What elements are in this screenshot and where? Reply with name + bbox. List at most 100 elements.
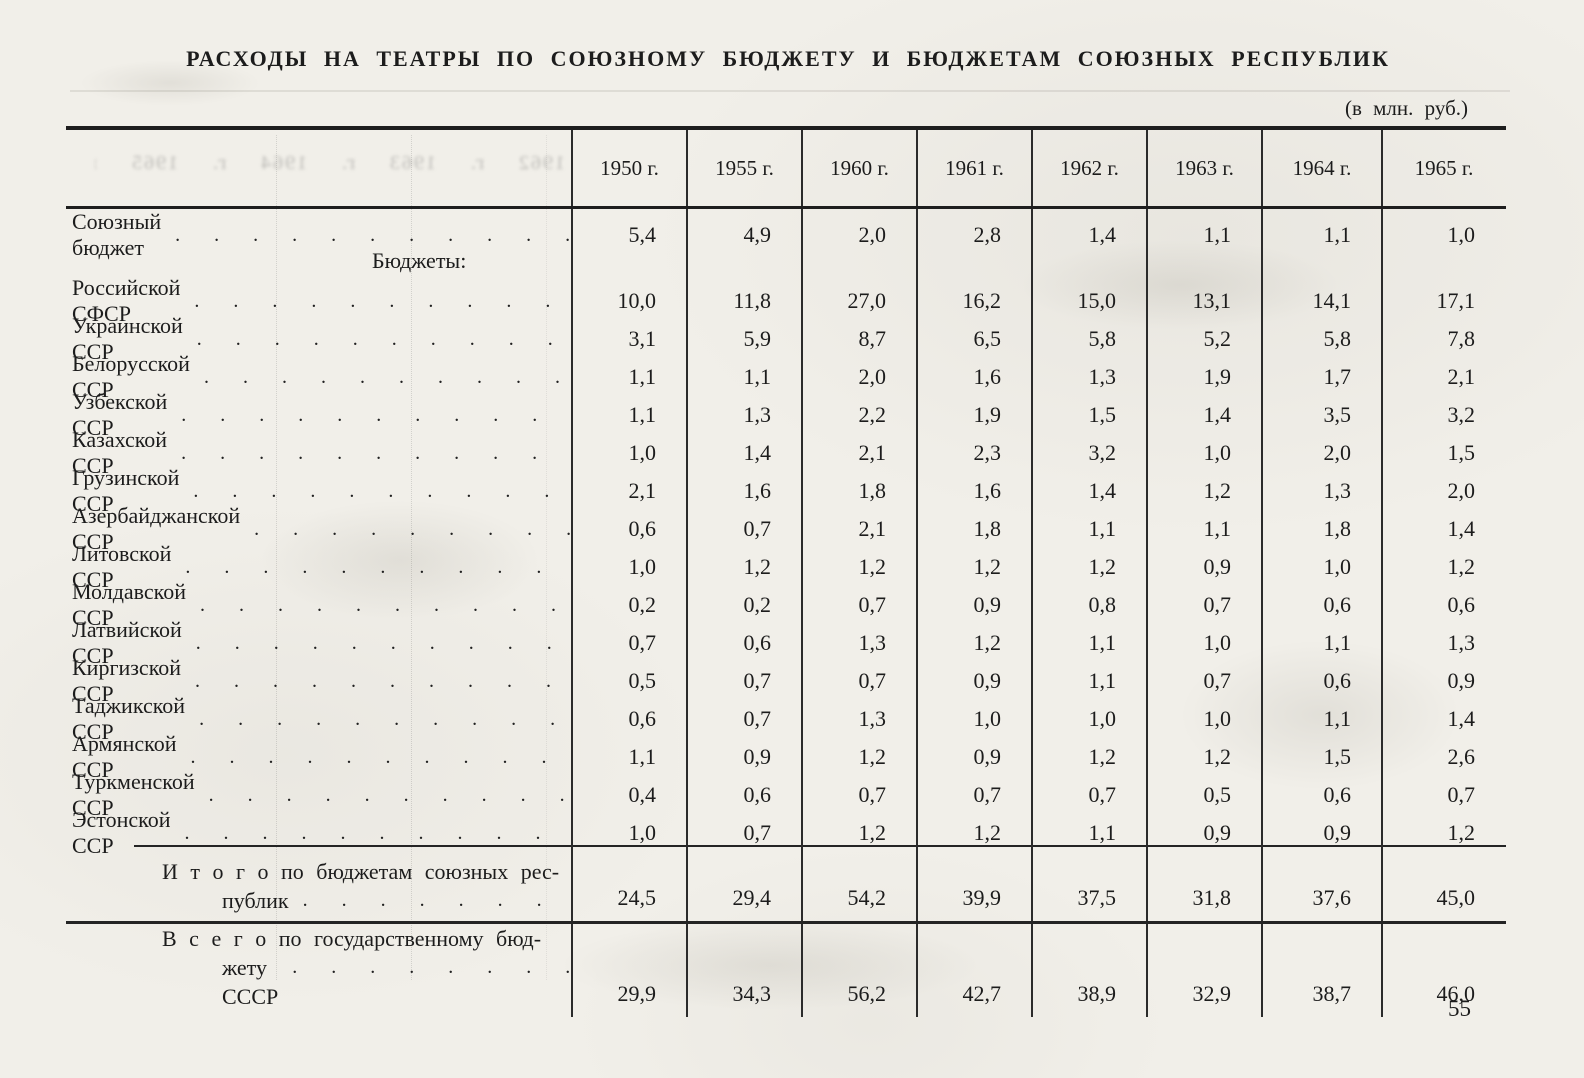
value-cell: 2,0 bbox=[1381, 465, 1505, 517]
value-cell: 1,1 bbox=[1031, 503, 1146, 555]
dot-leader: . . . . . . . . . . . . . . . . . . . . … bbox=[199, 707, 571, 730]
value-cell: 8,7 bbox=[801, 313, 916, 365]
value-cell: 1,1 bbox=[686, 351, 801, 403]
total-value-cell: 54,2 bbox=[801, 847, 916, 921]
value-cell: 2,1 bbox=[1381, 351, 1505, 403]
value-cell: 2,0 bbox=[801, 209, 916, 261]
value-cell: 1,7 bbox=[1261, 351, 1381, 403]
value-cell: 1,1 bbox=[1261, 209, 1381, 261]
value-cell: 0,6 bbox=[571, 693, 686, 745]
value-cell: 0,7 bbox=[686, 693, 801, 745]
separator-rule bbox=[66, 921, 1506, 924]
value-cell: 1,0 bbox=[1146, 617, 1261, 669]
value-cell: 1,0 bbox=[571, 807, 686, 859]
value-cell: 1,3 bbox=[1031, 351, 1146, 403]
value-cell: 0,9 bbox=[1146, 541, 1261, 593]
dot-leader: . . . . . . . . . . . . . . . . . . . . … bbox=[203, 365, 571, 388]
total-value-cell: 31,8 bbox=[1146, 847, 1261, 921]
dot-leader: . . . . . . . . . . . . . . . . . . . . … bbox=[195, 669, 571, 692]
row-label-cell: Бюджеты: bbox=[66, 247, 571, 275]
year-column-header: 1960 г. bbox=[801, 130, 916, 206]
row-label-cell: Латвийской ССР . . . . . . . . . . . . . … bbox=[66, 617, 571, 669]
value-cell: 0,5 bbox=[571, 655, 686, 707]
empty-cell bbox=[1031, 247, 1146, 275]
value-cell: 0,9 bbox=[916, 731, 1031, 783]
row-label: Литовской ССР bbox=[72, 541, 172, 592]
value-cell: 0,6 bbox=[686, 617, 801, 669]
scan-smudge bbox=[260, 500, 540, 620]
table-row: Украинской ССР . . . . . . . . . . . . . … bbox=[66, 313, 1506, 365]
value-cell: 3,5 bbox=[1261, 389, 1381, 441]
empty-cell bbox=[1381, 247, 1505, 275]
year-column-header: 1965 г. bbox=[1381, 130, 1505, 206]
dot-leader: . . . . . . . . . . . . . . . . . . . . … bbox=[292, 956, 571, 978]
value-cell: 1,3 bbox=[1261, 465, 1381, 517]
value-cell: 1,2 bbox=[801, 731, 916, 783]
value-cell: 1,2 bbox=[801, 541, 916, 593]
empty-cell bbox=[801, 247, 916, 275]
value-cell: 1,6 bbox=[916, 351, 1031, 403]
value-cell: 1,0 bbox=[1146, 693, 1261, 745]
total-label-line2-text: публик bbox=[222, 888, 289, 913]
total-label-line2: жету СССР . . . . . . . . . . . . . . . .… bbox=[66, 953, 571, 1011]
total-value-cell: 46,0 bbox=[1381, 924, 1505, 1017]
dot-leader: . . . . . . . . . . . . . . . . . . . . … bbox=[196, 327, 571, 350]
table-top-rule bbox=[66, 126, 1506, 130]
table-row: Узбекской ССР . . . . . . . . . . . . . .… bbox=[66, 389, 1506, 441]
value-cell: 1,3 bbox=[686, 389, 801, 441]
row-label: Молдавской ССР bbox=[72, 579, 187, 630]
value-cell: 3,1 bbox=[571, 313, 686, 365]
table-row: Союзный бюджет . . . . . . . . . . . . . … bbox=[66, 209, 1506, 261]
value-cell: 1,1 bbox=[1031, 807, 1146, 859]
dot-leader: . . . . . . . . . . . . . . . . . . . . … bbox=[190, 745, 571, 768]
value-cell: 1,1 bbox=[1261, 693, 1381, 745]
table-row: Азербайджанской ССР . . . . . . . . . . .… bbox=[66, 503, 1506, 555]
year-column-header: 1955 г. bbox=[686, 130, 801, 206]
value-cell: 1,2 bbox=[1381, 541, 1505, 593]
row-label: Эстонской ССР bbox=[72, 807, 171, 858]
value-cell: 1,2 bbox=[916, 617, 1031, 669]
dot-leader: . . . . . . . . . . . . . . . . . . . . … bbox=[208, 783, 571, 806]
dot-leader: . . . . . . . . . . . . . . . . . . . . … bbox=[181, 403, 571, 426]
value-cell: 1,1 bbox=[1146, 503, 1261, 555]
dot-leader: . . . . . . . . . . . . . . . . . . . . … bbox=[184, 821, 572, 844]
total-label-line1: И т о г о по бюджетам союзных рес- bbox=[162, 859, 560, 884]
table-row: Казахской ССР . . . . . . . . . . . . . .… bbox=[66, 427, 1506, 479]
row-label: Казахской ССР bbox=[72, 427, 168, 478]
value-cell: 0,7 bbox=[916, 769, 1031, 821]
page-title: РАСХОДЫ НА ТЕАТРЫ ПО СОЮЗНОМУ БЮДЖЕТУ И … bbox=[186, 46, 1390, 71]
value-cell: 1,3 bbox=[1381, 617, 1505, 669]
dot-leader: . . . . . . . . . . . . . . . . . . . . … bbox=[254, 517, 571, 540]
row-label-cell: Союзный бюджет . . . . . . . . . . . . . … bbox=[66, 209, 571, 261]
row-label-cell: Эстонской ССР . . . . . . . . . . . . . .… bbox=[66, 807, 571, 859]
table-row: Грузинской ССР . . . . . . . . . . . . . … bbox=[66, 465, 1506, 517]
value-cell: 0,6 bbox=[1261, 655, 1381, 707]
total-value-cell: 32,9 bbox=[1146, 924, 1261, 1017]
row-label-cell: Киргизской ССР . . . . . . . . . . . . . … bbox=[66, 655, 571, 707]
value-cell: 5,8 bbox=[1261, 313, 1381, 365]
value-cell: 11,8 bbox=[686, 275, 801, 327]
value-cell: 2,1 bbox=[571, 465, 686, 517]
table-row: Российской СФСР . . . . . . . . . . . . .… bbox=[66, 275, 1506, 327]
row-label-cell: Туркменской ССР . . . . . . . . . . . . .… bbox=[66, 769, 571, 821]
row-label-cell: Литовской ССР . . . . . . . . . . . . . .… bbox=[66, 541, 571, 593]
bleedthrough-rule bbox=[411, 135, 412, 980]
value-cell: 1,2 bbox=[916, 807, 1031, 859]
value-cell: 0,9 bbox=[916, 655, 1031, 707]
value-cell: 0,5 bbox=[1146, 769, 1261, 821]
value-cell: 1,2 bbox=[801, 807, 916, 859]
value-cell: 1,4 bbox=[1146, 389, 1261, 441]
value-cell: 0,2 bbox=[686, 579, 801, 631]
value-cell: 0,7 bbox=[801, 579, 916, 631]
bleedthrough-rule bbox=[546, 135, 547, 980]
value-cell: 15,0 bbox=[1031, 275, 1146, 327]
table-totals: И т о г о по бюджетам союзных рес-публик… bbox=[66, 845, 1506, 1017]
total-value-cell: 39,9 bbox=[916, 847, 1031, 921]
value-cell: 0,6 bbox=[1381, 579, 1505, 631]
row-label-cell: Армянской ССР . . . . . . . . . . . . . .… bbox=[66, 731, 571, 783]
value-cell: 0,2 bbox=[571, 579, 686, 631]
row-label: Украинской ССР bbox=[72, 313, 183, 364]
total-label-cell: И т о г о по бюджетам союзных рес-публик… bbox=[66, 847, 571, 921]
empty-cell bbox=[916, 247, 1031, 275]
table-row: Молдавской ССР . . . . . . . . . . . . . … bbox=[66, 579, 1506, 631]
